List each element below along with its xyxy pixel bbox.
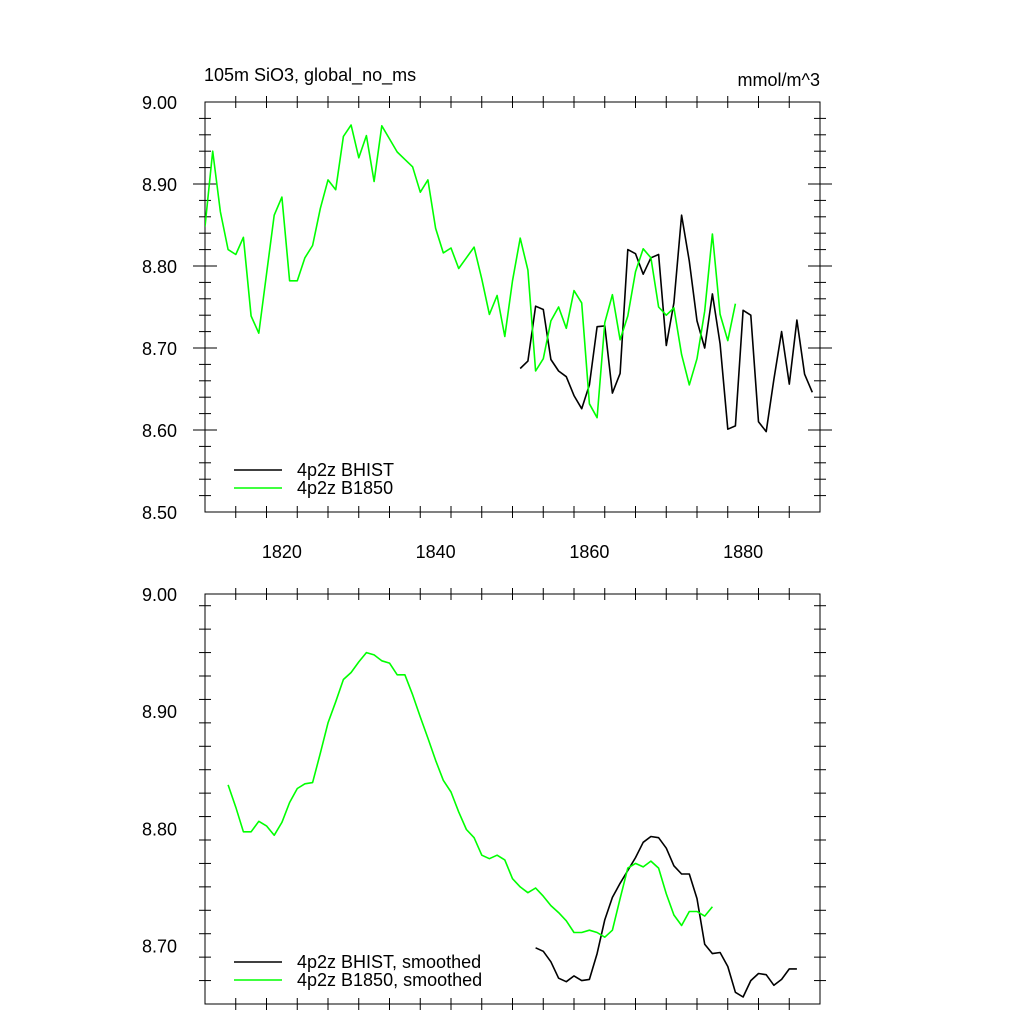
legend-label: 4p2z B1850, smoothed [297,970,482,990]
legend-label: 4p2z B1850 [297,478,393,498]
legend-label: 4p2z BHIST [297,460,394,480]
y-tick-label: 8.80 [142,257,177,277]
chart-title: 105m SiO3, global_no_ms [204,65,416,86]
x-tick-label: 1860 [569,542,609,562]
series-lines [205,124,814,433]
x-tick-label: 1840 [416,542,456,562]
series-line-b1850 [227,651,714,939]
legend-label: 4p2z BHIST, smoothed [297,952,481,972]
y-tick-labels: 8.70 8.80 8.90 9.00 [142,585,177,956]
tick-marks [193,96,832,518]
y-tick-label: 9.00 [142,585,177,605]
x-tick-label: 1880 [723,542,763,562]
y-tick-label: 8.70 [142,339,177,359]
series-line-b1850 [205,124,737,419]
series-line-bhist [535,835,797,998]
y-tick-label: 8.90 [142,175,177,195]
chart-units-label: mmol/m^3 [738,70,820,90]
top-panel: 105m SiO3, global_no_ms mmol/m^3 8.50 8.6… [142,65,832,562]
plot-frame [204,101,821,513]
y-tick-label: 8.60 [142,421,177,441]
y-tick-label: 8.70 [142,936,177,956]
y-tick-labels: 8.50 8.60 8.70 8.80 8.90 9.00 [142,93,177,523]
y-tick-label: 8.50 [142,503,177,523]
x-tick-label: 1820 [262,542,302,562]
series-lines [227,651,797,998]
series-line-bhist [519,214,814,433]
y-tick-label: 8.80 [142,819,177,839]
bottom-panel: 8.70 8.80 8.90 9.00 4p2z BHIST, smoothed4p2… [142,585,826,1010]
y-tick-label: 9.00 [142,93,177,113]
y-tick-label: 8.90 [142,702,177,722]
plot-frame [204,593,821,1005]
tick-marks [199,588,826,1010]
x-tick-labels: 1820 1840 1860 1880 [262,542,763,562]
